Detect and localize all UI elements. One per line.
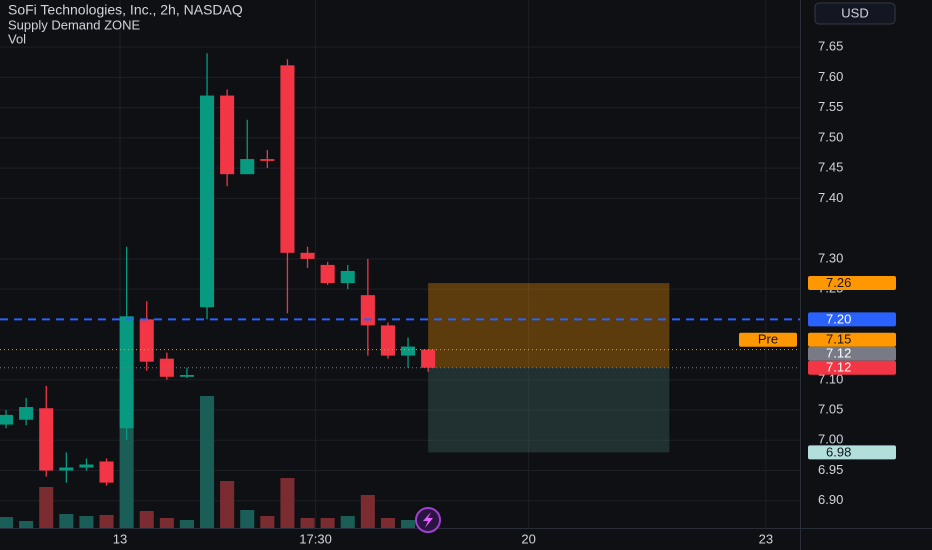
- x-tick-label: 20: [521, 531, 535, 546]
- candle-body: [59, 467, 74, 471]
- x-tick-label: 23: [759, 531, 773, 546]
- y-tick-label: 6.90: [818, 492, 843, 507]
- volume-bar: [401, 520, 416, 528]
- currency-button-frame[interactable]: [814, 2, 896, 25]
- candle-body: [200, 95, 215, 308]
- candle-body: [360, 295, 375, 326]
- volume-bar: [300, 518, 315, 528]
- y-tick-label: 7.00: [818, 432, 843, 447]
- candle-body: [139, 319, 154, 362]
- y-tick-label: 7.40: [818, 190, 843, 205]
- volume-bar: [79, 516, 94, 528]
- candle-body: [401, 346, 416, 356]
- candle-body: [300, 252, 315, 259]
- price-badge: [808, 346, 896, 361]
- candle-body: [220, 95, 235, 175]
- volume-bar: [99, 515, 114, 528]
- candle-body: [159, 358, 174, 377]
- price-badge: [808, 445, 896, 460]
- price-badge-label: 7.15: [826, 332, 851, 347]
- zone: [428, 367, 670, 453]
- candle-body: [380, 325, 395, 356]
- price-badge: [808, 312, 896, 327]
- bolt-icon[interactable]: [415, 507, 441, 533]
- indicator-name: Vol: [8, 31, 26, 46]
- indicator-name: Supply Demand ZONE: [8, 17, 141, 32]
- volume-bar: [340, 516, 355, 528]
- volume-bar: [19, 521, 34, 528]
- y-tick-label: 7.10: [818, 371, 843, 386]
- plot: [0, 0, 800, 528]
- volume-bar: [59, 514, 74, 528]
- candle-body: [39, 408, 54, 471]
- y-tick-label: 7.30: [818, 250, 843, 265]
- volume-bar: [380, 518, 395, 528]
- chart-title: SoFi Technologies, Inc., 2h, NASDAQ: [8, 2, 243, 18]
- candle-body: [421, 349, 436, 368]
- price-tag: [739, 332, 797, 347]
- volume-bar: [360, 495, 375, 528]
- candle-body: [0, 414, 14, 425]
- x-tick-label: 13: [113, 531, 127, 546]
- candle-body: [340, 270, 355, 284]
- price-badge-label: 7.20: [826, 311, 851, 326]
- bolt-glyph[interactable]: [423, 512, 433, 528]
- y-tick-label: 7.65: [818, 39, 843, 54]
- price-badge-label: 6.98: [826, 444, 851, 459]
- price-badge: [808, 276, 896, 291]
- candle-body: [320, 264, 335, 284]
- y-tick-label: 7.60: [818, 69, 843, 84]
- y-tick-label: 7.55: [818, 99, 843, 114]
- candle-body: [260, 159, 275, 161]
- volume-bar: [139, 511, 154, 528]
- zone: [428, 283, 670, 368]
- candle-body: [280, 65, 295, 253]
- candle-body: [240, 159, 255, 175]
- volume-bar: [320, 518, 335, 528]
- volume-bar: [39, 487, 54, 528]
- volume-bar: [119, 428, 134, 528]
- volume-bar: [240, 510, 255, 528]
- price-badge: [808, 332, 896, 347]
- y-tick-label: 7.05: [818, 401, 843, 416]
- currency-label[interactable]: USD: [841, 5, 868, 20]
- candle-body: [179, 374, 194, 377]
- volume-bar: [179, 520, 194, 528]
- x-tick-label: 17:30: [299, 531, 332, 546]
- volume-bar: [159, 518, 174, 528]
- price-badge-label: 7.26: [826, 275, 851, 290]
- volume-bar: [280, 478, 295, 528]
- price-badge-label: 7.12: [826, 346, 851, 361]
- y-tick-label: 7.45: [818, 160, 843, 175]
- price-badge-label: 7.12: [826, 360, 851, 375]
- price-badge: [808, 360, 896, 375]
- volume-bar: [200, 396, 215, 528]
- volume-bar: [260, 516, 275, 528]
- candle-body: [99, 461, 114, 483]
- y-tick-label: 7.50: [818, 129, 843, 144]
- y-tick-label: 6.95: [818, 462, 843, 477]
- price-tag-label: Pre: [758, 332, 778, 347]
- candle-body: [19, 407, 34, 420]
- candle-body: [79, 464, 94, 468]
- currency-button[interactable]: USD: [814, 2, 896, 25]
- volume-bar: [0, 517, 14, 528]
- volume-bar: [220, 481, 235, 528]
- candle-body: [119, 316, 134, 429]
